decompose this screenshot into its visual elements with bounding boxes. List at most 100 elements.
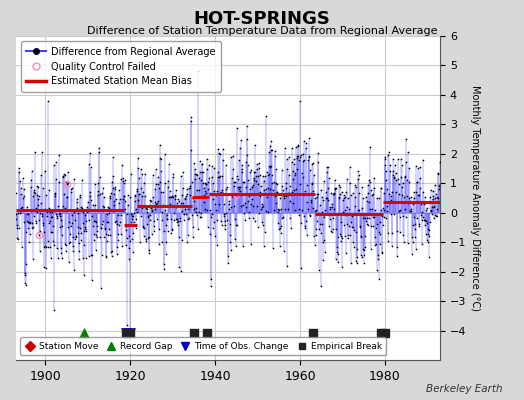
Point [258,222,267,228]
Point [301,224,310,231]
Point [53,215,61,221]
Point [203,206,212,213]
Point [249,177,258,184]
Point [18,204,27,210]
Point [346,164,354,170]
Point [397,156,406,162]
Point [92,247,101,254]
Point [190,176,199,182]
Point [54,152,63,158]
Point [48,208,57,215]
Point [62,242,71,249]
Point [429,188,437,194]
Point [321,207,330,213]
Point [56,213,64,220]
Point [289,200,298,206]
Point [347,219,355,226]
Point [157,189,166,196]
Point [53,255,62,261]
Point [25,239,33,246]
Point [332,256,341,262]
Point [242,158,250,165]
Point [376,219,385,226]
Point [245,192,253,199]
Point [136,202,145,209]
Point [414,192,423,198]
Point [323,185,332,191]
Point [114,236,123,243]
Point [49,238,58,245]
Point [203,224,212,230]
Point [40,242,49,249]
Point [357,184,366,190]
Point [288,189,297,196]
Point [257,206,265,212]
Point [84,198,92,205]
Y-axis label: Monthly Temperature Anomaly Difference (°C): Monthly Temperature Anomaly Difference (… [470,85,481,311]
Point [373,267,381,273]
Point [159,189,167,195]
Point [150,223,158,229]
Point [270,178,278,185]
Point [149,172,157,178]
Point [344,235,353,241]
Point [22,260,30,267]
Point [61,205,69,212]
Point [337,238,346,244]
Point [57,217,66,223]
Point [375,229,383,236]
Point [345,180,354,186]
Point [339,189,347,196]
Point [38,185,47,192]
Point [361,232,369,239]
Point [258,201,266,208]
Point [367,223,375,230]
Point [216,172,224,179]
Point [122,242,130,248]
Point [227,174,236,181]
Point [289,156,298,162]
Point [232,242,240,249]
Point [419,189,428,195]
Point [69,242,77,249]
Point [141,238,150,244]
Point [152,181,160,188]
Point [423,205,432,212]
Point [265,171,274,177]
Point [36,228,45,234]
Point [338,235,346,242]
Point [231,236,239,243]
Point [427,207,435,213]
Point [418,217,426,224]
Point [123,235,132,242]
Point [163,178,172,184]
Point [350,239,358,246]
Point [238,179,247,185]
Point [140,233,149,239]
Point [389,172,397,178]
Point [292,186,300,193]
Point [78,205,86,211]
Point [42,265,50,271]
Point [130,210,138,216]
Point [197,176,205,183]
Point [391,199,399,205]
Point [41,206,49,212]
Point [311,242,320,248]
Point [193,212,202,219]
Point [266,164,274,170]
Point [130,192,139,198]
Point [357,234,365,240]
Point [343,220,351,227]
Point [35,232,43,238]
Point [112,218,121,224]
Point [139,224,147,230]
Point [120,193,128,199]
Point [156,142,164,148]
Point [243,136,251,142]
Point [14,224,23,231]
Point [319,197,327,204]
Point [72,234,80,241]
Point [370,184,378,191]
Point [12,215,20,222]
